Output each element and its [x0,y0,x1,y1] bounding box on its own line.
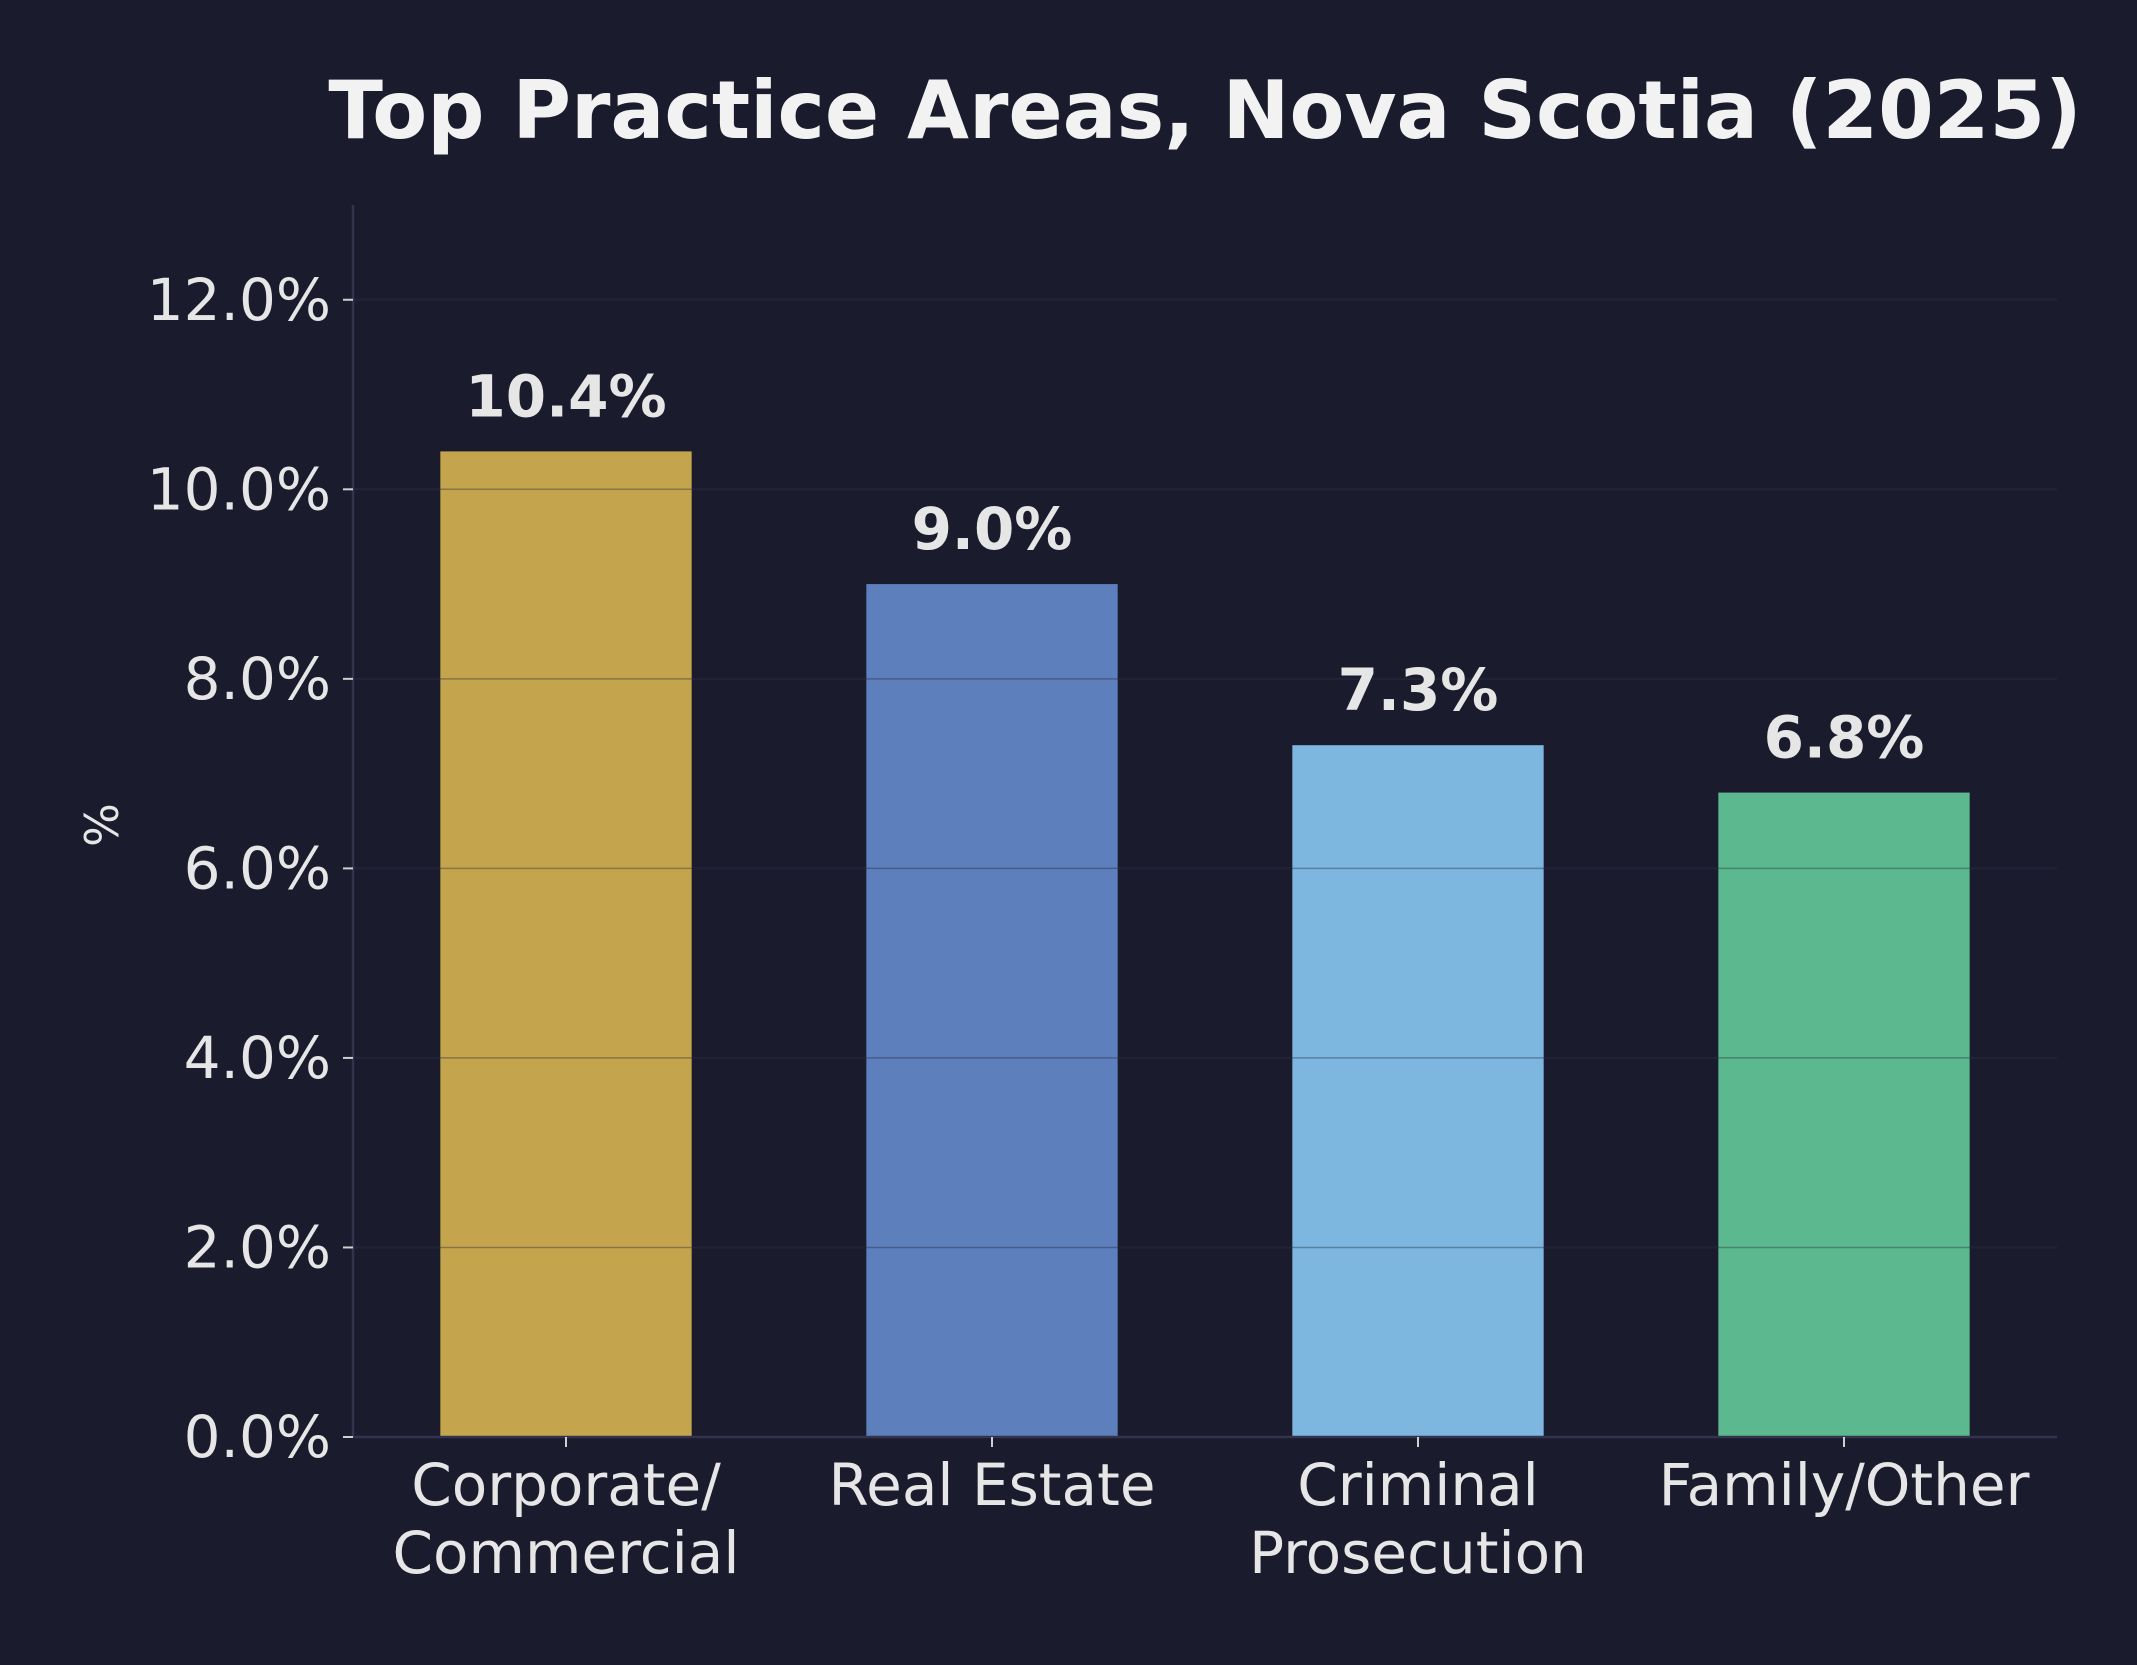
data-label: 7.3% [1338,656,1499,724]
y-tick-label: 10.0% [147,455,331,523]
y-ticks: 0.0% 2.0% 4.0% 6.0% 8.0% 10.0% 12.0% [147,266,353,1471]
y-tick-label: 0.0% [184,1403,331,1471]
x-tick-label: Family/Other [1659,1451,2030,1519]
data-label: 10.4% [465,362,666,430]
y-tick-label: 12.0% [147,266,331,334]
y-axis-label: % [75,803,129,847]
x-ticks: Corporate/Commercial Real Estate Criminal P… [393,1437,2030,1587]
x-tick-label-line: Corporate/ [411,1451,721,1519]
x-tick-label: Corporate/Commercial [393,1451,740,1587]
x-tick-label: Criminal Prosecution [1249,1451,1587,1587]
x-tick-label-line: Real Estate [828,1451,1155,1519]
chart-title: Top Practice Areas, Nova Scotia (2025) [328,64,2081,157]
x-tick-label-line: Family/Other [1659,1451,2030,1519]
data-labels: 10.4% 9.0% 7.3% 6.8% [465,362,1924,771]
bars [440,451,1970,1437]
grid-overlay [353,299,2057,1249]
axes [351,205,2057,1439]
bar [440,451,692,1437]
data-label: 9.0% [912,495,1073,563]
y-tick-label: 8.0% [184,645,331,713]
y-tick-label: 2.0% [184,1213,331,1281]
x-tick-label: Real Estate [828,1451,1155,1519]
y-tick-label: 4.0% [184,1024,331,1092]
bar [866,584,1118,1437]
data-label: 6.8% [1764,704,1925,772]
y-tick-label: 6.0% [184,834,331,902]
bar [1718,792,1970,1437]
x-tick-label-line: Commercial [393,1519,740,1587]
x-tick-label-line: Prosecution [1249,1519,1587,1587]
bar [1292,745,1544,1437]
x-tick-label-line: Criminal [1297,1451,1539,1519]
